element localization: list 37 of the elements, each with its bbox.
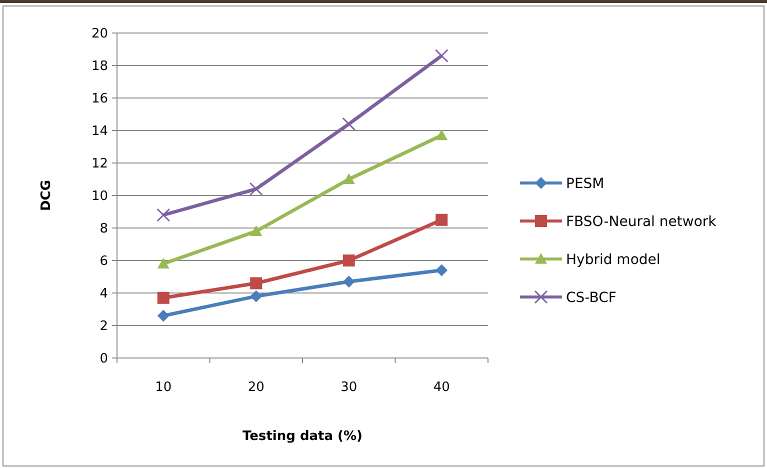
point bbox=[157, 310, 170, 322]
y-tick-label: 16 bbox=[91, 92, 108, 107]
point bbox=[157, 292, 170, 304]
point bbox=[342, 117, 356, 131]
x-axis-title: Testing data (%) bbox=[242, 429, 362, 444]
y-tick-label: 8 bbox=[100, 222, 108, 237]
x-tick-label: 40 bbox=[433, 380, 450, 395]
y-tick-label: 2 bbox=[100, 319, 108, 334]
y-axis-title: DCG bbox=[39, 180, 54, 212]
x-tick-label: 30 bbox=[340, 380, 358, 395]
x-tick-label: 20 bbox=[248, 380, 264, 395]
y-tick-label: 14 bbox=[91, 124, 108, 140]
point bbox=[436, 214, 448, 226]
point bbox=[342, 276, 355, 288]
point bbox=[250, 225, 262, 236]
legend-label: CS-BCF bbox=[566, 290, 616, 306]
legend-label: Hybrid model bbox=[566, 252, 660, 268]
y-tick-label: 12 bbox=[91, 156, 108, 172]
point bbox=[250, 290, 262, 302]
legend-label: PESM bbox=[566, 176, 604, 192]
point bbox=[156, 208, 170, 222]
y-tick-label: 18 bbox=[91, 59, 108, 74]
point bbox=[249, 182, 263, 196]
point bbox=[436, 264, 448, 276]
y-tick-label: 6 bbox=[100, 254, 108, 270]
point bbox=[342, 173, 355, 184]
legend-label: FBSO-Neural network bbox=[566, 214, 718, 230]
point bbox=[250, 277, 262, 290]
x-tick-label: 10 bbox=[155, 380, 172, 395]
y-tick-label: 10 bbox=[91, 189, 108, 204]
y-tick-label: 4 bbox=[100, 286, 108, 302]
point bbox=[436, 129, 448, 140]
y-tick-label: 20 bbox=[91, 26, 108, 42]
point bbox=[342, 254, 355, 266]
y-tick-label: 0 bbox=[100, 352, 108, 367]
point bbox=[157, 258, 170, 269]
point bbox=[434, 49, 448, 62]
